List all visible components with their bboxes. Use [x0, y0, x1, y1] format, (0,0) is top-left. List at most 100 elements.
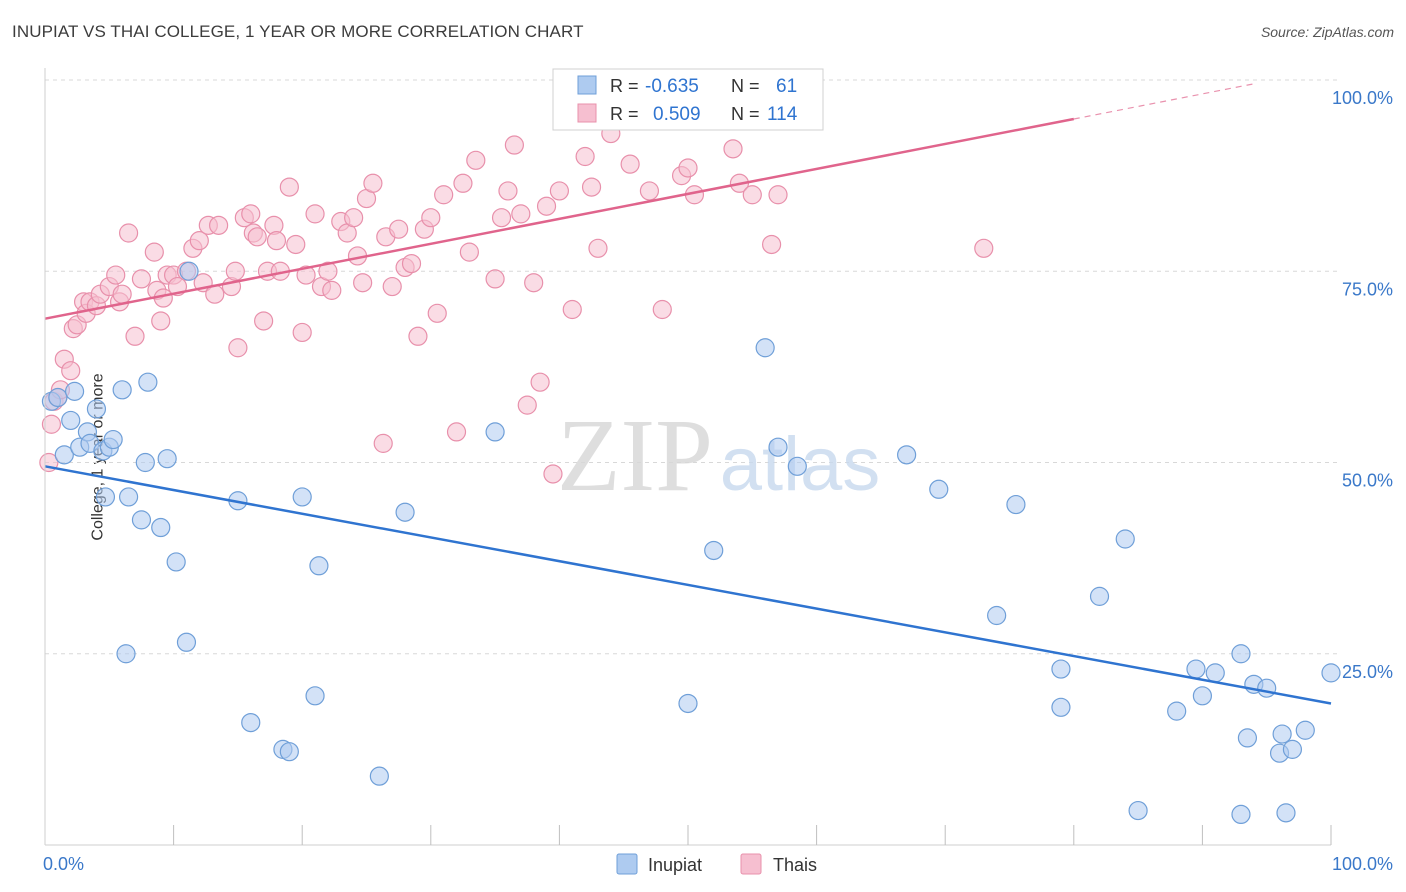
inupiat-point-52: [1231, 644, 1251, 664]
inupiat-point-31: [369, 766, 389, 786]
series-legend: Inupiat Thais: [616, 853, 817, 875]
inupiat-point-50: [1192, 686, 1213, 706]
thais-point-77: [485, 269, 505, 289]
inupiat-point-33: [485, 422, 505, 442]
source-label: Source: ZipAtlas.com: [1260, 24, 1394, 40]
thais-point-54: [322, 280, 342, 300]
thais-point-102: [723, 139, 743, 159]
inupiat-point-41: [987, 605, 1007, 626]
thais-point-86: [543, 464, 563, 484]
thais-point-6: [61, 361, 81, 381]
inupiat-point-4: [64, 381, 85, 401]
inupiat-point-39: [897, 445, 917, 465]
inupiat-point-47: [1128, 800, 1148, 821]
thais-point-104: [742, 185, 762, 205]
thais-point-21: [144, 242, 164, 262]
thais-point-65: [389, 219, 409, 239]
inupiat-point-44: [1051, 697, 1071, 717]
thais-point-36: [225, 261, 245, 281]
thais-point-79: [498, 181, 518, 201]
inupiat-point-36: [755, 338, 775, 358]
legend-r-value-thais: 0.509: [653, 104, 701, 125]
inupiat-point-54: [1237, 728, 1258, 748]
y-tick-label-100: 100.0%: [1332, 88, 1393, 108]
inupiat-point-29: [305, 686, 325, 706]
inupiat-point-27: [279, 742, 299, 762]
thais-point-62: [373, 433, 393, 453]
thais-point-61: [363, 173, 383, 193]
legend-n-value-thais: 114: [767, 104, 798, 125]
thais-point-42: [254, 311, 274, 331]
thais-point-37: [228, 338, 248, 358]
y-tick-label-50: 50.0%: [1342, 471, 1393, 491]
thais-point-70: [421, 208, 441, 228]
x-tick-label-100: 100.0%: [1332, 854, 1393, 874]
thais-point-67: [401, 254, 422, 274]
inupiat-point-2: [54, 445, 74, 465]
inupiat-point-56: [1257, 678, 1277, 698]
thais-point-91: [588, 238, 608, 258]
thais-point-74: [453, 173, 473, 193]
thais-point-78: [491, 208, 512, 228]
inupiat-point-62: [1321, 663, 1341, 683]
legend-r-label-thais: R =: [610, 104, 639, 124]
legend-item-thais-swatch: [740, 853, 762, 875]
inupiat-point-30: [309, 556, 329, 576]
thais-point-81: [511, 204, 531, 224]
thais-point-34: [209, 215, 229, 235]
y-tick-label-25: 25.0%: [1342, 662, 1393, 682]
inupiat-points: [41, 261, 1341, 825]
inupiat-point-18: [138, 372, 158, 392]
thais-point-30: [189, 231, 209, 251]
inupiat-point-23: [179, 261, 199, 281]
thais-point-106: [768, 185, 788, 205]
thais-point-64: [382, 276, 402, 297]
inupiat-point-46: [1115, 529, 1135, 549]
inupiat-point-37: [768, 437, 788, 457]
legend-swatch-inupiat: [577, 75, 597, 95]
legend-r-label-inupiat: R =: [610, 76, 639, 96]
watermark-zip: ZIP: [557, 398, 713, 513]
thais-point-90: [581, 177, 602, 197]
inupiat-point-45: [1089, 586, 1110, 606]
inupiat-point-28: [292, 487, 312, 507]
inupiat-point-60: [1282, 739, 1303, 759]
legend-item-inupiat-swatch: [616, 853, 638, 875]
thais-point-57: [344, 208, 364, 228]
inupiat-point-25: [241, 712, 261, 733]
inupiat-point-40: [929, 479, 949, 499]
stats-legend: R = -0.635 N = 61 R = 0.509 N = 114: [552, 68, 824, 131]
inupiat-point-51: [1205, 663, 1225, 683]
thais-point-73: [446, 422, 467, 442]
thais-point-97: [678, 158, 698, 178]
inupiat-point-48: [1167, 701, 1187, 721]
thais-trend-extension: [1073, 83, 1254, 120]
inupiat-point-8: [86, 399, 107, 419]
legend-item-inupiat-label: Inupiat: [648, 855, 702, 875]
thais-point-41: [247, 227, 267, 247]
thais-point-75: [459, 242, 479, 262]
thais-point-1: [41, 414, 62, 434]
thais-point-76: [466, 150, 486, 170]
thais-point-48: [286, 234, 306, 255]
legend-item-thais-label: Thais: [773, 855, 817, 875]
inupiat-point-58: [1272, 724, 1292, 744]
thais-point-50: [296, 265, 316, 285]
legend-n-label-thais: N =: [731, 104, 760, 124]
thais-point-95: [652, 299, 672, 320]
legend-n-value-inupiat: 61: [776, 76, 797, 97]
chart-title: INUPIAT VS THAI COLLEGE, 1 YEAR OR MORE …: [12, 22, 584, 41]
thais-point-84: [530, 372, 550, 392]
thais-point-93: [620, 154, 640, 174]
inupiat-point-22: [176, 632, 197, 652]
thais-point-47: [279, 177, 299, 197]
thais-point-105: [761, 234, 782, 255]
inupiat-point-38: [787, 456, 807, 476]
inupiat-point-12: [103, 429, 123, 450]
thais-point-80: [504, 135, 524, 155]
inupiat-point-16: [131, 510, 152, 530]
thais-point-87: [549, 181, 570, 201]
inupiat-point-20: [157, 449, 177, 469]
axes: 25.0% 50.0% 75.0% 100.0% 0.0% 100.0%: [43, 68, 1393, 874]
